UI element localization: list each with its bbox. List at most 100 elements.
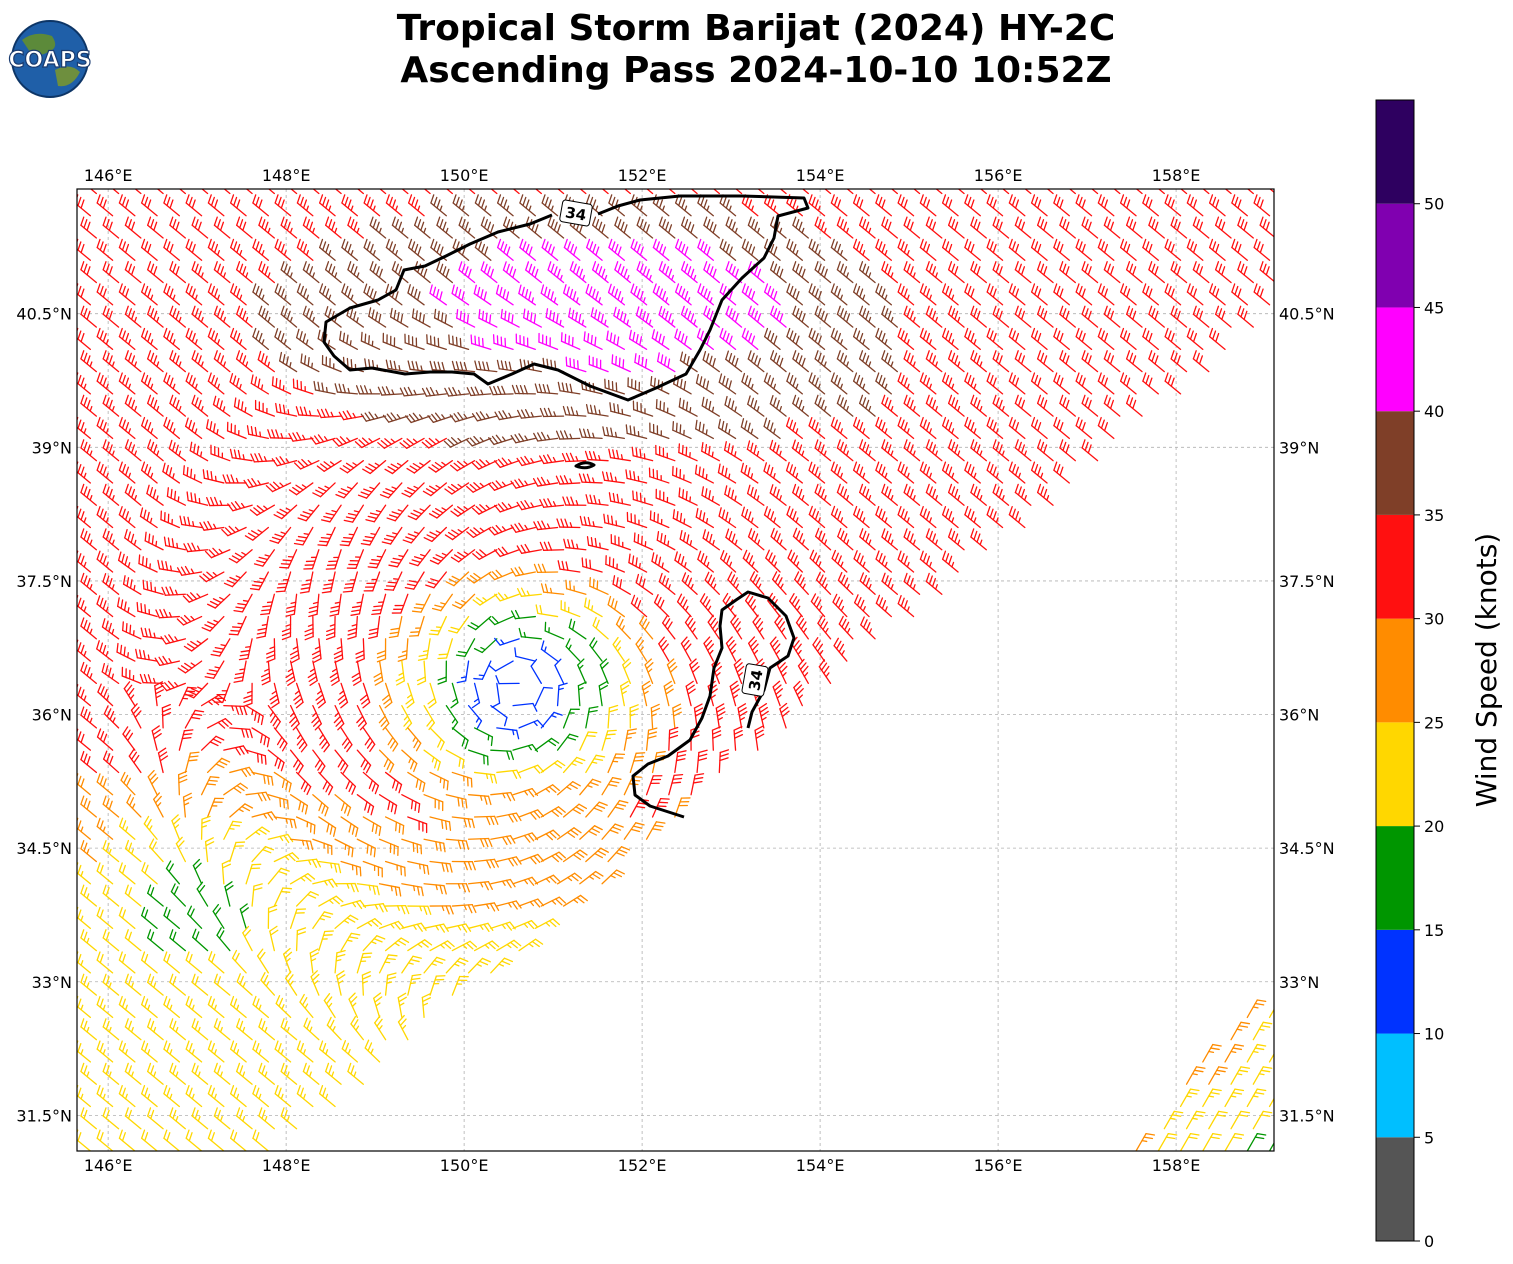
wind-barb [223, 704, 248, 716]
wind-barb [273, 852, 300, 863]
wind-barb [401, 749, 418, 773]
wind-barb [741, 327, 759, 350]
wind-barb [623, 189, 631, 195]
wind-barb [592, 261, 609, 284]
wind-barb [1014, 216, 1032, 239]
wind-barb [368, 615, 381, 640]
wind-barb [1224, 189, 1232, 195]
wind-barb [853, 372, 870, 395]
wind-barb [495, 675, 520, 685]
wind-barb [607, 799, 629, 818]
wind-barb [763, 417, 781, 440]
wind-barb [325, 549, 342, 570]
wind-barb [369, 216, 387, 239]
wind-barb [612, 636, 625, 662]
wind-barb [269, 925, 279, 952]
lat-tick-right: 34.5°N [1279, 839, 1335, 858]
lon-tick-top: 152°E [618, 166, 667, 185]
wind-barb [569, 261, 587, 284]
wind-barb [556, 781, 581, 796]
wind-barb [1037, 350, 1054, 373]
wind-barb [1268, 1097, 1274, 1108]
wind-barb [1053, 372, 1070, 395]
wind-barb [431, 593, 453, 612]
wind-barb [59, 217, 74, 238]
wind-barb [332, 436, 358, 447]
wind-barb [185, 1040, 203, 1063]
wind-barb [139, 507, 158, 529]
lat-tick-left: 40.5°N [16, 305, 72, 324]
wind-barb [292, 378, 314, 395]
wind-barb [236, 973, 253, 996]
wind-barb [458, 261, 476, 284]
wind-barb [630, 283, 648, 306]
wind-barb [540, 806, 566, 818]
wind-barb [556, 872, 583, 885]
wind-barb [608, 448, 631, 462]
wind-barb [147, 261, 164, 284]
wind-barb [602, 426, 625, 440]
wind-barb [223, 782, 248, 796]
lat-tick-right: 36°N [1279, 706, 1319, 725]
wind-barb [648, 467, 670, 484]
wind-barb [347, 216, 364, 239]
wind-barb [236, 1018, 253, 1041]
wind-barb [725, 216, 743, 239]
wind-barb [429, 905, 454, 915]
wind-barb [942, 416, 959, 440]
wind-barb [510, 433, 536, 444]
wind-barb [258, 1107, 275, 1130]
wind-barb [378, 704, 390, 731]
wind-barb [675, 238, 692, 261]
wind-barb [875, 550, 892, 573]
wind-barb [488, 480, 514, 491]
wind-barb [311, 704, 322, 731]
wind-barb [1037, 439, 1054, 462]
wind-barb [942, 327, 959, 350]
wind-barb [585, 403, 609, 417]
wind-barb [530, 658, 542, 685]
wind-barb [792, 394, 809, 417]
wind-barb [325, 216, 342, 239]
wind-barb [448, 334, 470, 350]
wind-barb [1097, 283, 1115, 306]
wind-barb [1179, 1133, 1200, 1151]
wind-barb [632, 490, 654, 506]
wind-barb [311, 638, 322, 664]
wind-barb [421, 386, 447, 397]
wind-barb [373, 660, 384, 686]
wind-barb [1246, 1133, 1267, 1151]
wind-barb [1031, 461, 1048, 484]
wind-barb [742, 549, 759, 573]
wind-barb [544, 621, 565, 640]
wind-barb [229, 841, 246, 863]
wind-barb [213, 350, 231, 373]
wind-barb [649, 510, 670, 529]
wind-barb [223, 189, 231, 195]
wind-barb [772, 571, 787, 595]
wind-barb [881, 216, 898, 239]
wind-barb [103, 705, 120, 729]
wind-barb [772, 680, 784, 707]
wind-barb [213, 1018, 231, 1041]
wind-barb [970, 528, 987, 551]
lat-tick-left: 36°N [32, 706, 72, 725]
wind-barb [897, 416, 915, 440]
wind-barb [391, 593, 409, 614]
wind-barb [881, 394, 898, 417]
wind-barb [445, 923, 472, 933]
wind-barb [903, 439, 921, 462]
wind-barb [315, 682, 326, 709]
wind-barb [451, 593, 476, 610]
wind-barb [662, 615, 676, 640]
wind-barb [401, 794, 421, 813]
wind-barb [473, 638, 498, 654]
wind-barb [1135, 189, 1143, 195]
wind-barb [604, 378, 625, 395]
lon-tick-bottom: 156°E [974, 1156, 1023, 1175]
wind-barb [957, 189, 965, 195]
wind-barb [480, 216, 498, 239]
wind-barb [450, 504, 476, 517]
wind-barb [391, 216, 409, 239]
wind-barb [518, 284, 536, 306]
